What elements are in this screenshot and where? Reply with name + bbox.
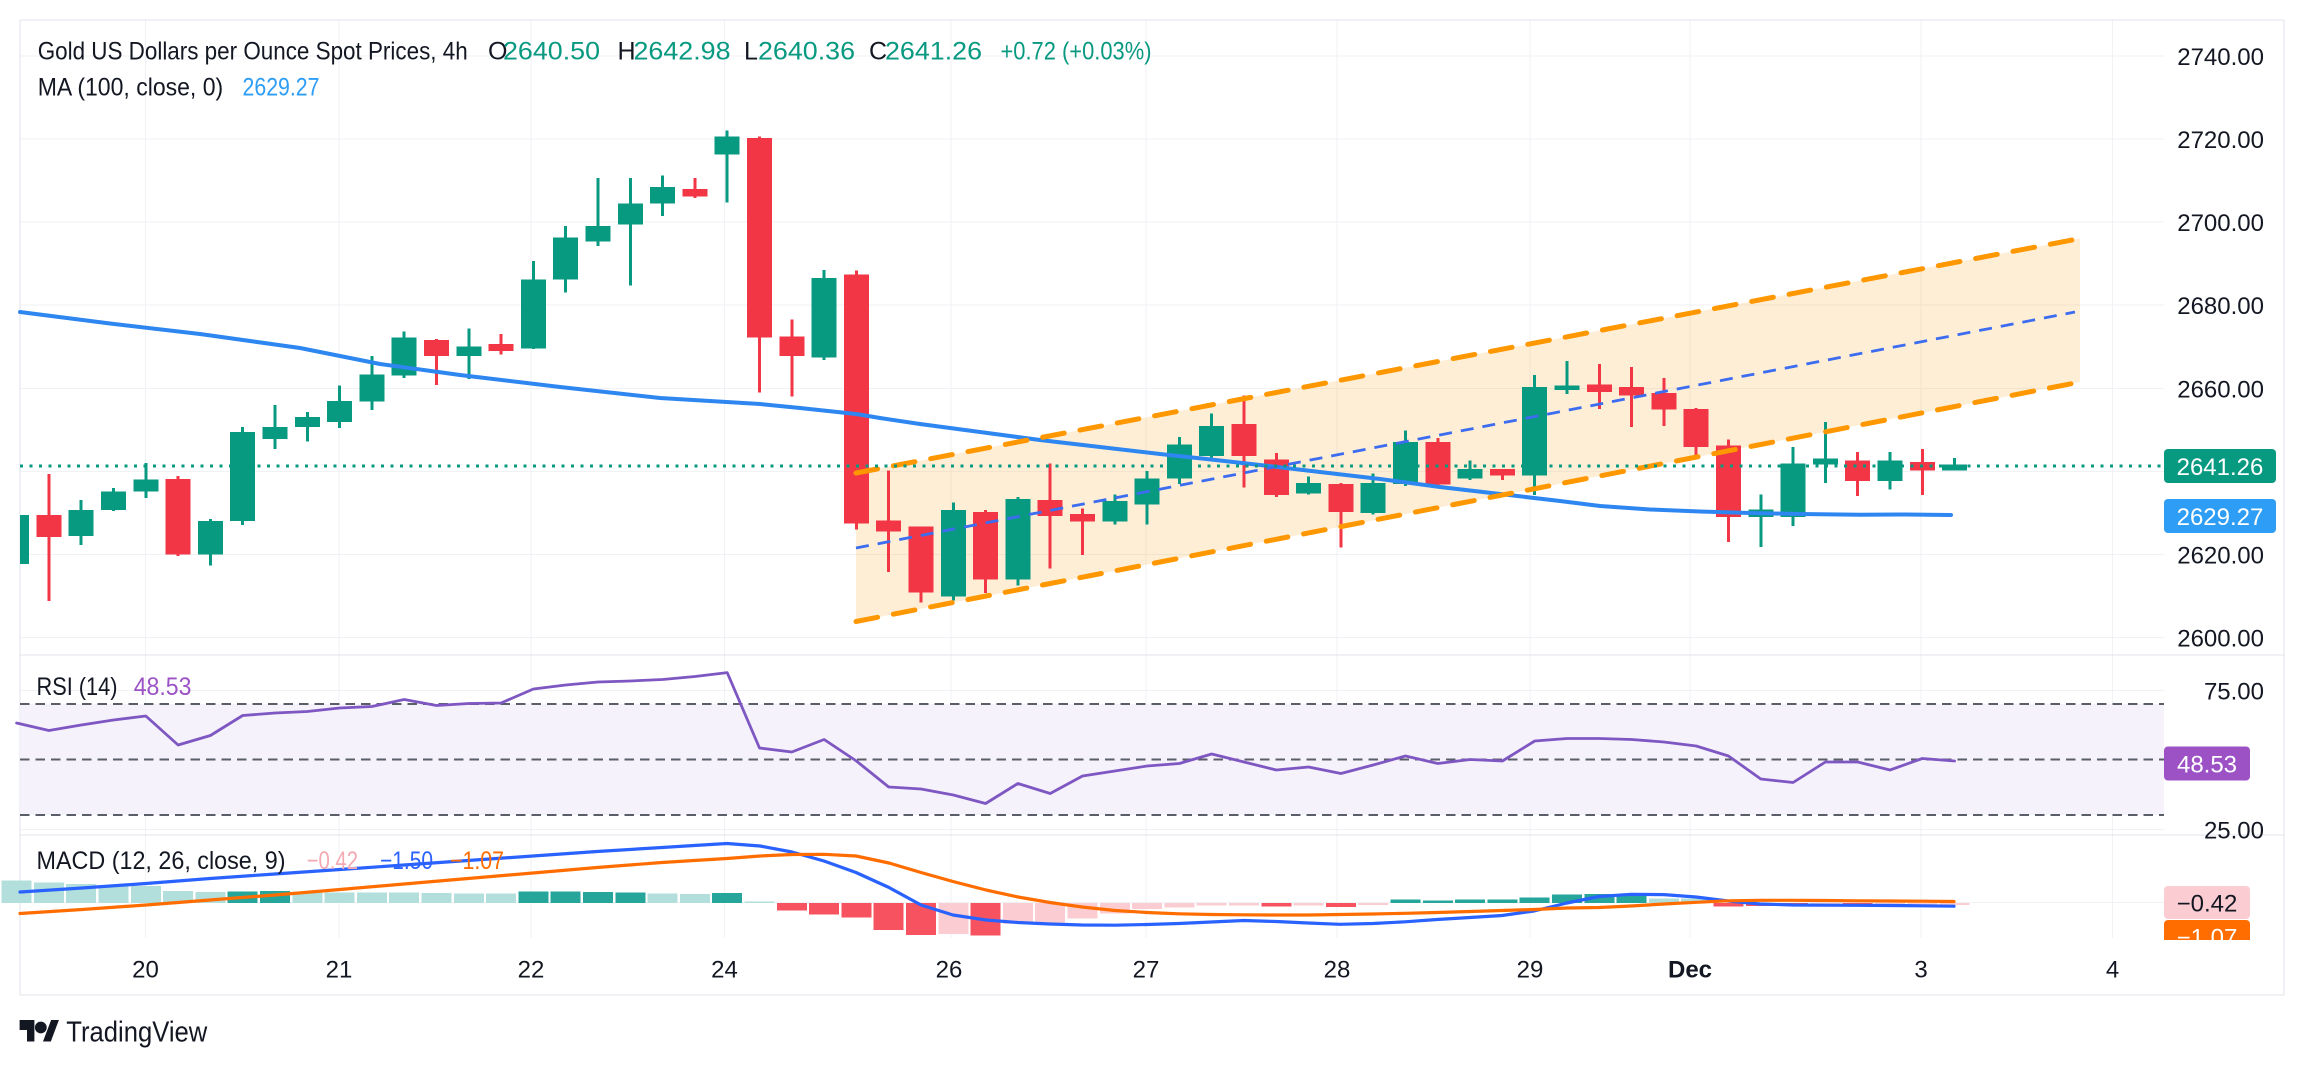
svg-text:48.53: 48.53 — [2177, 751, 2237, 778]
svg-text:28: 28 — [1324, 957, 1351, 984]
svg-text:2642.98: 2642.98 — [634, 38, 731, 66]
svg-text:27: 27 — [1133, 957, 1160, 984]
svg-text:24: 24 — [711, 957, 738, 984]
svg-text:Gold US Dollars per Ounce Spot: Gold US Dollars per Ounce Spot Prices, 4… — [38, 38, 468, 66]
svg-text:26: 26 — [936, 957, 963, 984]
svg-text:2600.00: 2600.00 — [2177, 625, 2264, 652]
svg-text:2700.00: 2700.00 — [2177, 210, 2264, 237]
svg-text:−1.07: −1.07 — [2177, 924, 2238, 951]
svg-text:RSI (14): RSI (14) — [37, 673, 118, 701]
svg-text:22: 22 — [518, 957, 545, 984]
svg-text:−1.07: −1.07 — [450, 847, 504, 875]
svg-text:−0.42: −0.42 — [2177, 890, 2238, 917]
svg-text:O: O — [488, 38, 507, 66]
svg-text:2660.00: 2660.00 — [2177, 376, 2264, 403]
svg-text:L: L — [744, 38, 758, 66]
svg-text:−0.42: −0.42 — [307, 847, 358, 875]
svg-text:C: C — [869, 38, 887, 66]
svg-text:2640.36: 2640.36 — [758, 38, 855, 66]
svg-text:2641.26: 2641.26 — [2177, 454, 2264, 481]
svg-text:H: H — [618, 38, 636, 66]
svg-text:MA (100, close, 0): MA (100, close, 0) — [38, 74, 224, 102]
svg-text:TradingView: TradingView — [66, 1017, 208, 1049]
svg-text:4: 4 — [2106, 957, 2119, 984]
svg-text:48.53: 48.53 — [134, 673, 192, 701]
svg-text:2629.27: 2629.27 — [243, 74, 320, 102]
svg-text:−1.50: −1.50 — [380, 847, 433, 875]
svg-text:75.00: 75.00 — [2204, 678, 2264, 705]
svg-text:MACD (12, 26, close, 9): MACD (12, 26, close, 9) — [37, 847, 286, 875]
svg-text:Dec: Dec — [1668, 957, 1712, 984]
svg-text:2740.00: 2740.00 — [2177, 44, 2264, 71]
svg-text:2720.00: 2720.00 — [2177, 127, 2264, 154]
svg-text:+0.72 (+0.03%): +0.72 (+0.03%) — [1001, 38, 1152, 66]
svg-text:2641.26: 2641.26 — [885, 38, 982, 66]
svg-text:21: 21 — [326, 957, 353, 984]
svg-text:2620.00: 2620.00 — [2177, 542, 2264, 569]
svg-text:2629.27: 2629.27 — [2177, 504, 2264, 531]
svg-text:20: 20 — [132, 957, 159, 984]
svg-text:3: 3 — [1914, 957, 1927, 984]
svg-text:2640.50: 2640.50 — [503, 38, 600, 66]
svg-text:25.00: 25.00 — [2204, 817, 2264, 844]
svg-text:29: 29 — [1517, 957, 1544, 984]
svg-text:2680.00: 2680.00 — [2177, 293, 2264, 320]
